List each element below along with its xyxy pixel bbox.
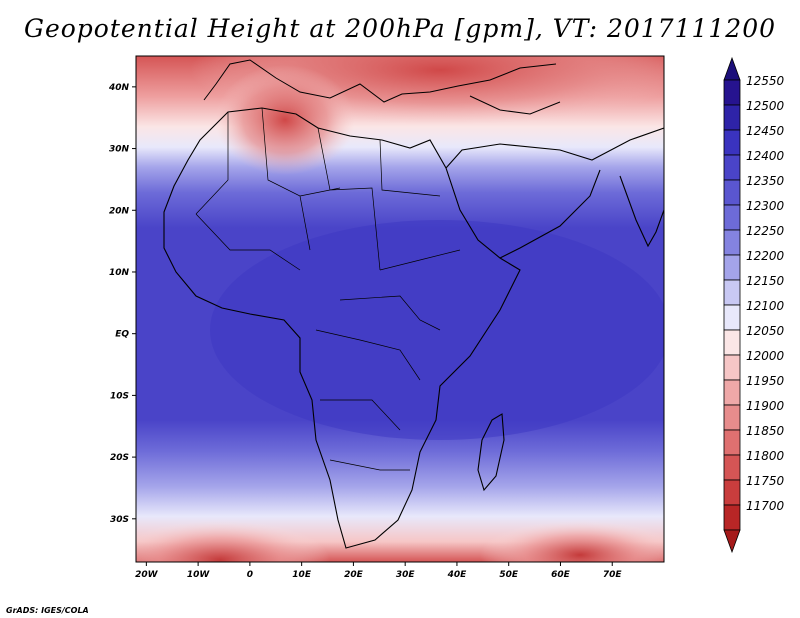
lon-label: 50E xyxy=(499,570,519,580)
lon-label: 10E xyxy=(292,570,312,580)
india-coastline xyxy=(619,175,664,248)
colorbar-top-arrow xyxy=(723,56,741,81)
colorbar-label: 12300 xyxy=(746,199,785,213)
lat-label: 20S xyxy=(110,453,129,463)
lon-label: 40E xyxy=(447,570,468,580)
lat-label: EQ xyxy=(115,330,129,340)
arabia-coastline xyxy=(445,127,664,259)
map-frame xyxy=(135,55,665,563)
colorbar-swatch xyxy=(723,404,741,431)
lon-label: 0 xyxy=(247,570,253,580)
colorbar-swatch xyxy=(723,454,741,481)
lon-label: 20W xyxy=(135,570,159,580)
colorbar-swatch xyxy=(723,479,741,506)
colorbar-swatch xyxy=(723,254,741,281)
colorbar-label: 11750 xyxy=(746,474,785,488)
europe-coastline xyxy=(203,59,561,115)
colorbar-swatch xyxy=(723,379,741,406)
equatorial-high xyxy=(210,220,664,440)
lat-label: 20N xyxy=(109,206,130,216)
colorbar-swatch xyxy=(723,504,741,531)
colorbar-swatch xyxy=(723,104,741,131)
colorbar-bottom-arrow xyxy=(723,529,741,554)
colorbar-swatch xyxy=(723,179,741,206)
colorbar-label: 11700 xyxy=(746,499,785,513)
axis-labels: 40N 30N 20N 10N EQ 10S 20S 30S 20W 10W 0 10E 20E 30E 4… xyxy=(108,83,622,580)
colorbar-label: 12100 xyxy=(746,299,785,313)
colorbar-label: 11900 xyxy=(746,399,785,413)
lon-label: 60E xyxy=(551,570,571,580)
lon-label: 30E xyxy=(396,570,416,580)
madagascar-coastline xyxy=(477,413,505,492)
lat-label: 10S xyxy=(110,391,129,401)
grads-credit: GrADS: IGES/COLA xyxy=(6,606,89,615)
colorbar-swatch xyxy=(723,229,741,256)
colorbar-label: 12450 xyxy=(746,124,785,138)
colorbar: 12550 12500 12450 12400 12350 12300 12250 12200… xyxy=(723,56,785,554)
colorbar-label: 12000 xyxy=(746,349,785,363)
colorbar-swatch xyxy=(723,154,741,181)
country-borders xyxy=(195,107,461,471)
colorbar-label: 12400 xyxy=(746,149,785,163)
northwest-trough xyxy=(215,65,355,175)
lat-label: 40N xyxy=(108,83,130,93)
lon-label: 20E xyxy=(344,570,364,580)
southwest-trough xyxy=(136,520,330,562)
colorbar-label: 12050 xyxy=(746,324,785,338)
colorbar-label: 11800 xyxy=(746,449,785,463)
colorbar-swatch xyxy=(723,354,741,381)
lat-label: 10N xyxy=(109,268,130,278)
colorbar-swatch xyxy=(723,204,741,231)
southeast-trough xyxy=(480,520,664,562)
lon-label: 10W xyxy=(187,570,211,580)
chart-title: Geopotential Height at 200hPa [gpm], VT:… xyxy=(23,14,777,43)
colorbar-swatch xyxy=(723,429,741,456)
colorbar-swatch xyxy=(723,329,741,356)
colorbar-label: 12500 xyxy=(746,99,785,113)
lon-label: 70E xyxy=(603,570,623,580)
colorbar-label: 12350 xyxy=(746,174,785,188)
colorbar-label: 12200 xyxy=(746,249,785,263)
colorbar-swatch xyxy=(723,279,741,306)
africa-coastline xyxy=(163,107,521,549)
map-area xyxy=(136,56,664,562)
colorbar-label: 12150 xyxy=(746,274,785,288)
colorbar-label: 11850 xyxy=(746,424,785,438)
colorbar-swatch xyxy=(723,304,741,331)
colorbar-label: 12550 xyxy=(746,74,785,88)
colorbar-swatch xyxy=(723,129,741,156)
colorbar-label: 11950 xyxy=(746,374,785,388)
lat-label: 30S xyxy=(110,515,129,525)
lat-label: 30N xyxy=(109,145,130,155)
colorbar-swatch xyxy=(723,79,741,106)
colorbar-label: 12250 xyxy=(746,224,785,238)
